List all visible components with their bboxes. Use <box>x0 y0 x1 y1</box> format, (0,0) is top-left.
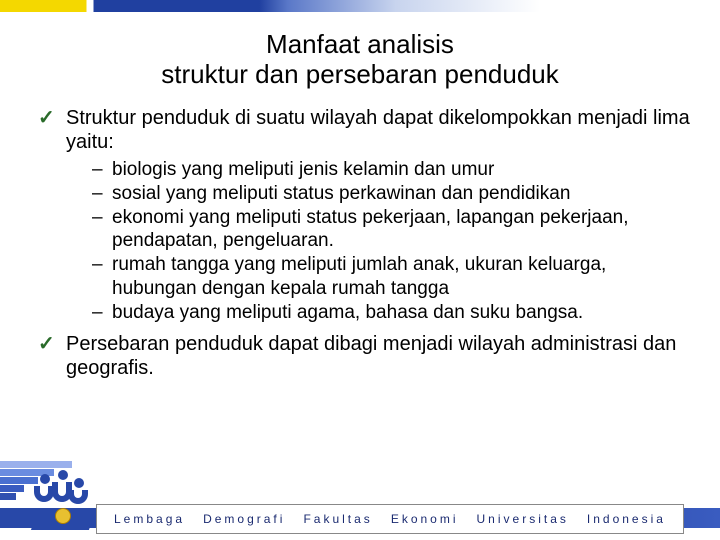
sub-text: rumah tangga yang meliputi jumlah anak, … <box>112 254 606 298</box>
deco-bar <box>0 485 24 492</box>
slide-title: Manfaat analisis struktur dan persebaran… <box>28 30 692 90</box>
main-bullet-list: ✓ Struktur penduduk di suatu wilayah dap… <box>28 106 692 380</box>
institution-logo-icon <box>30 470 92 532</box>
footer-label-box: Lembaga Demografi Fakultas Ekonomi Unive… <box>96 504 684 534</box>
sub-item: –sosial yang meliputi status perkawinan … <box>92 182 692 205</box>
footer-word: Demografi <box>203 512 285 526</box>
bullet-text: Struktur penduduk di suatu wilayah dapat… <box>66 107 690 153</box>
title-line-1: Manfaat analisis <box>266 29 454 59</box>
sub-text: ekonomi yang meliputi status pekerjaan, … <box>112 207 629 251</box>
top-gradient-bar <box>0 0 720 12</box>
footer-word: Universitas <box>477 512 569 526</box>
deco-bar <box>0 493 16 500</box>
dash-icon: – <box>92 182 103 205</box>
sub-item: –budaya yang meliputi agama, bahasa dan … <box>92 301 692 324</box>
bullet-item: ✓ Persebaran penduduk dapat dibagi menja… <box>38 332 692 380</box>
sub-bullet-list: –biologis yang meliputi jenis kelamin da… <box>66 158 692 324</box>
check-icon: ✓ <box>38 106 55 130</box>
check-icon: ✓ <box>38 332 55 356</box>
footer-word: Lembaga <box>114 512 185 526</box>
bullet-text: Persebaran penduduk dapat dibagi menjadi… <box>66 333 676 379</box>
sub-item: –biologis yang meliputi jenis kelamin da… <box>92 158 692 181</box>
slide-content: Manfaat analisis struktur dan persebaran… <box>0 12 720 380</box>
sub-text: biologis yang meliputi jenis kelamin dan… <box>112 159 494 180</box>
sub-item: –rumah tangga yang meliputi jumlah anak,… <box>92 253 692 299</box>
deco-bar <box>0 461 72 468</box>
footer-word: Fakultas <box>303 512 372 526</box>
bullet-item: ✓ Struktur penduduk di suatu wilayah dap… <box>38 106 692 324</box>
dash-icon: – <box>92 253 103 276</box>
footer-word: Indonesia <box>587 512 666 526</box>
footer-region: Lembaga Demografi Fakultas Ekonomi Unive… <box>0 462 720 540</box>
footer-word: Ekonomi <box>391 512 459 526</box>
dash-icon: – <box>92 301 103 324</box>
sub-text: sosial yang meliputi status perkawinan d… <box>112 183 570 204</box>
dash-icon: – <box>92 158 103 181</box>
title-line-2: struktur dan persebaran penduduk <box>161 59 559 89</box>
sub-text: budaya yang meliputi agama, bahasa dan s… <box>112 302 583 323</box>
sub-item: –ekonomi yang meliputi status pekerjaan,… <box>92 206 692 252</box>
dash-icon: – <box>92 206 103 229</box>
